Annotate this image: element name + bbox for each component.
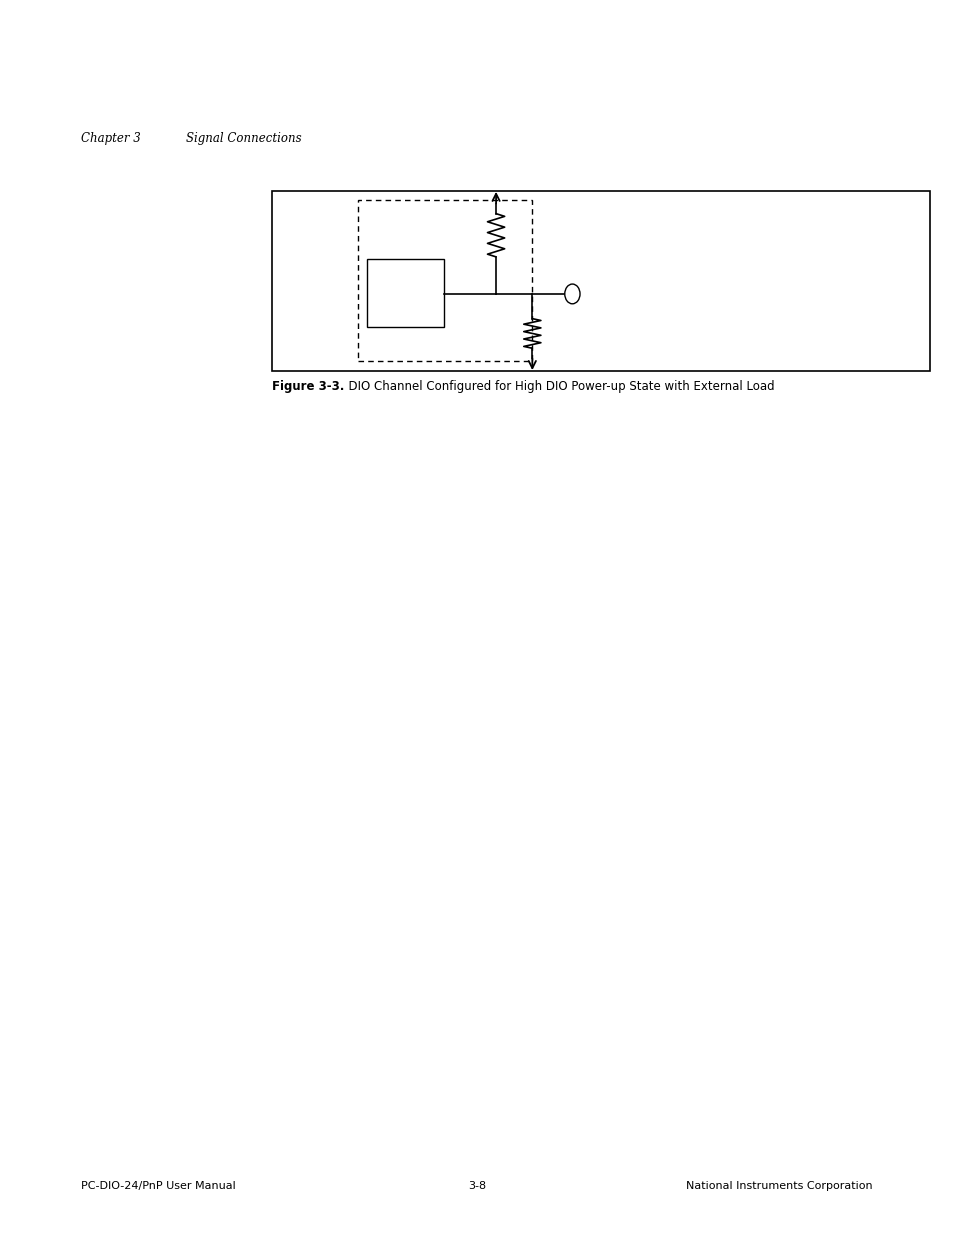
Bar [357,200,532,361]
Text: DIO Channel Configured for High DIO Power-up State with External Load: DIO Channel Configured for High DIO Powe… [340,380,774,394]
Text: Chapter 3: Chapter 3 [81,132,141,146]
Circle shape [564,284,579,304]
Text: Signal Connections: Signal Connections [186,132,301,146]
Text: 3-8: 3-8 [468,1181,485,1191]
Text: National Instruments Corporation: National Instruments Corporation [685,1181,872,1191]
Text: Figure 3-3.: Figure 3-3. [272,380,344,394]
Bar [272,191,929,370]
Text: PC-DIO-24/PnP User Manual: PC-DIO-24/PnP User Manual [81,1181,235,1191]
Bar [367,259,443,327]
